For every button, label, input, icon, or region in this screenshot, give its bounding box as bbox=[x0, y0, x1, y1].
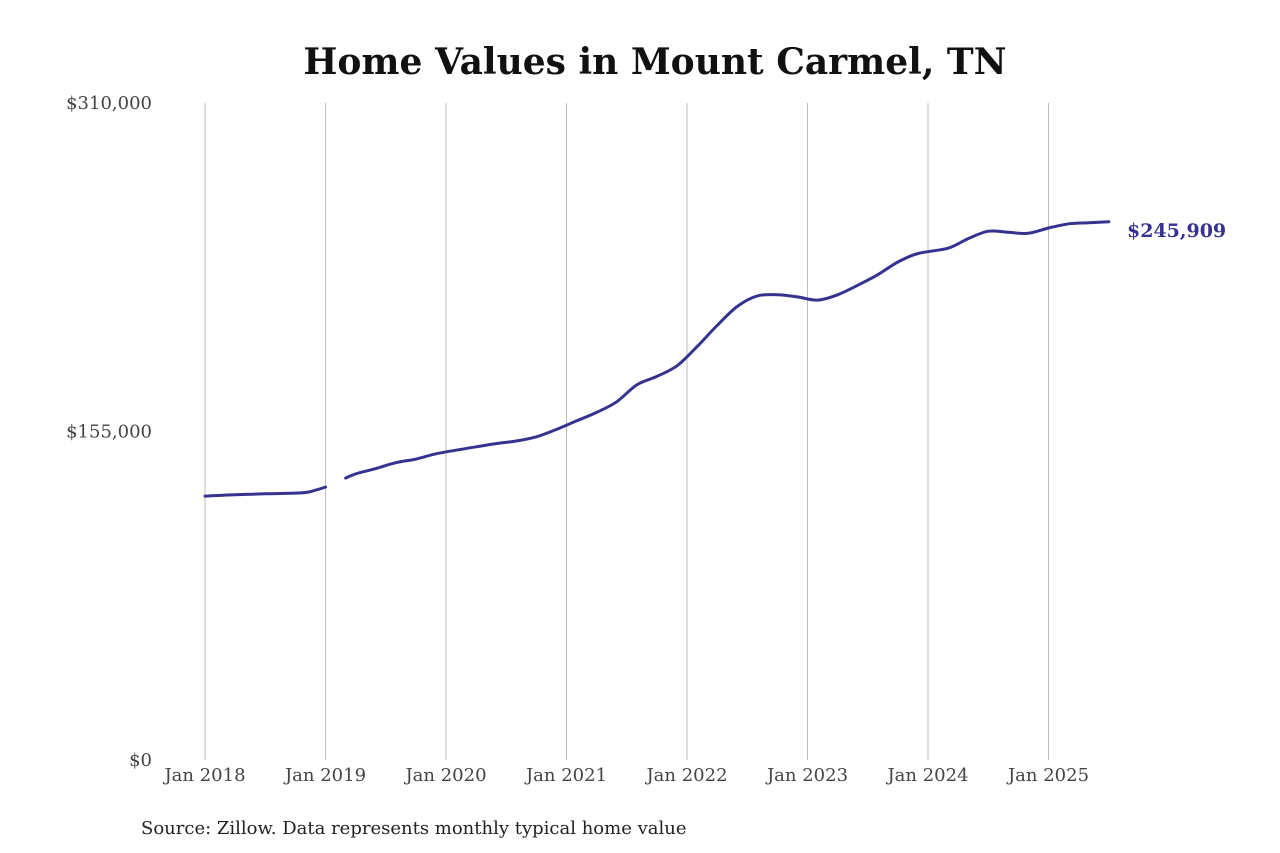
x-tick-label: Jan 2018 bbox=[162, 765, 245, 786]
chart-title: Home Values in Mount Carmel, TN bbox=[303, 41, 1006, 83]
y-tick-label: $0 bbox=[129, 750, 152, 771]
x-tick-label: Jan 2020 bbox=[403, 765, 486, 786]
vertical-gridlines bbox=[204, 103, 1049, 760]
x-tick-label: Jan 2023 bbox=[765, 765, 848, 786]
series-line-segment-1 bbox=[344, 220, 1111, 480]
y-axis-labels: $0 $155,000 $310,000 bbox=[66, 93, 152, 771]
x-axis-labels: Jan 2018 Jan 2019 Jan 2020 Jan 2021 Jan 2022… bbox=[162, 765, 1089, 786]
x-tick-label: Jan 2025 bbox=[1006, 765, 1089, 786]
y-tick-label: $155,000 bbox=[66, 422, 152, 443]
x-tick-label: Jan 2019 bbox=[283, 765, 366, 786]
x-tick-label: Jan 2022 bbox=[644, 765, 727, 786]
source-note: Source: Zillow. Data represents monthly … bbox=[141, 818, 687, 839]
y-tick-label: $310,000 bbox=[66, 93, 152, 114]
home-value-line bbox=[203, 220, 1111, 498]
latest-value-label: $245,909 bbox=[1127, 220, 1226, 242]
x-tick-label: Jan 2021 bbox=[524, 765, 607, 786]
x-tick-label: Jan 2024 bbox=[885, 765, 968, 786]
series-line-segment-0 bbox=[203, 485, 327, 498]
